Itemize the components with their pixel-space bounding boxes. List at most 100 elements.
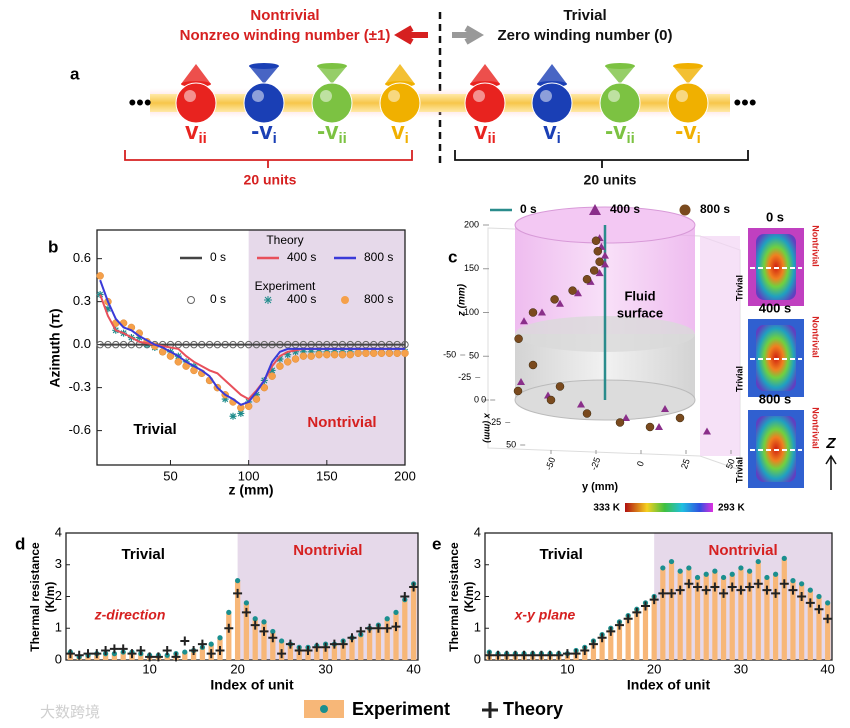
z-axis-title: z (mm): [457, 283, 468, 317]
site-label: vi: [391, 118, 409, 147]
bar: [686, 567, 692, 660]
legend-swatch: [589, 204, 601, 215]
theory-marker: [510, 650, 520, 660]
theory-marker: [101, 645, 111, 655]
y-tick-label: 4: [474, 524, 481, 539]
marker: [299, 348, 307, 356]
bar: [252, 618, 258, 660]
bar: [781, 558, 787, 660]
theory-marker: [667, 588, 677, 598]
annotation: z-direction: [94, 607, 166, 623]
side-subtitle: Nonzreo winding number (±1): [180, 27, 391, 44]
marker: [276, 355, 284, 363]
bar: [234, 580, 241, 660]
marker: [401, 349, 409, 357]
theory-marker: [277, 649, 287, 659]
legend-label: 400 s: [287, 292, 316, 306]
theory-marker: [658, 588, 668, 598]
theory-marker: [268, 633, 278, 643]
marker: [520, 317, 528, 325]
y-tick-label: 1: [55, 620, 62, 635]
marker: [582, 409, 592, 418]
bar: [590, 640, 597, 660]
marker: [574, 289, 582, 297]
theory-marker: [779, 579, 789, 589]
region-label: Nontrivial: [307, 414, 376, 431]
marker: [615, 418, 625, 427]
bar: [349, 637, 355, 660]
theory-marker: [554, 650, 564, 660]
theory-marker: [727, 582, 737, 592]
marker: [307, 348, 315, 356]
theory-marker: [365, 623, 375, 633]
site-label-base: v: [474, 118, 488, 145]
theory-marker: [400, 592, 410, 601]
bar: [764, 577, 770, 660]
cone: [470, 64, 500, 84]
theory-marker: [753, 579, 763, 589]
bar-dot: [182, 649, 188, 655]
side-title: Nontrivial: [250, 7, 319, 24]
y-tick-label: 25: [679, 457, 692, 470]
theory-marker: [171, 652, 181, 662]
marker: [299, 352, 308, 360]
legend-label: 0 s: [210, 292, 226, 306]
theory-marker: [250, 620, 260, 630]
theory-marker: [118, 644, 128, 654]
site-label-sub: i: [273, 130, 277, 147]
cone: [673, 66, 703, 84]
annotation: Fluid: [624, 288, 655, 303]
x-tick-label: -50: [443, 349, 456, 359]
bar: [660, 567, 666, 660]
region-label: Nontrivial: [708, 542, 777, 559]
y-axis-title: Thermal resistance: [447, 542, 461, 652]
bar-dot: [773, 571, 779, 577]
bar: [402, 599, 408, 660]
legend-label: Theory: [503, 699, 563, 719]
x-tick-label: 150: [316, 468, 338, 483]
theory-marker: [571, 649, 581, 659]
site: [175, 82, 217, 124]
site-highlight: [184, 90, 196, 102]
x-axis-title: x (mm): [483, 412, 493, 443]
marker: [601, 260, 609, 268]
bar-dot: [243, 600, 249, 606]
legend-swatch: [264, 296, 272, 304]
panel-label: c: [448, 247, 457, 266]
region-label: Trivial: [133, 421, 176, 438]
legend-label: 400 s: [610, 202, 640, 216]
region-label: Nontrivial: [293, 542, 362, 559]
theory-marker: [745, 582, 755, 592]
marker: [260, 383, 269, 392]
bar: [694, 577, 701, 660]
bar-dot: [799, 581, 805, 587]
theory-marker: [382, 623, 392, 633]
region-label: Trivial: [122, 546, 165, 563]
y-axis-title: y (mm): [582, 481, 618, 493]
theory-marker: [136, 645, 146, 655]
bar: [738, 567, 744, 660]
marker: [595, 257, 604, 266]
theory-marker: [536, 650, 546, 660]
z-tick-label: 50: [469, 351, 479, 361]
theory-marker: [312, 642, 322, 652]
site-highlight: [252, 90, 264, 102]
theory-marker: [189, 645, 199, 655]
y-tick-label: 0.6: [73, 250, 91, 265]
theory-marker: [65, 649, 75, 659]
marker: [514, 334, 523, 343]
bar: [270, 631, 276, 660]
theory-marker: [701, 585, 711, 595]
site-highlight: [676, 90, 688, 102]
theory-marker: [285, 639, 295, 649]
bar-dot: [703, 571, 709, 577]
site-label-base: -v: [675, 118, 697, 145]
cone-base: [605, 63, 635, 69]
bar-dot: [825, 600, 831, 606]
bar: [677, 571, 683, 660]
site-label-sub: ii: [627, 130, 635, 147]
upper-label: Nontrivial: [811, 316, 821, 358]
y-tick-label: 1: [474, 620, 481, 635]
marker: [229, 412, 237, 420]
